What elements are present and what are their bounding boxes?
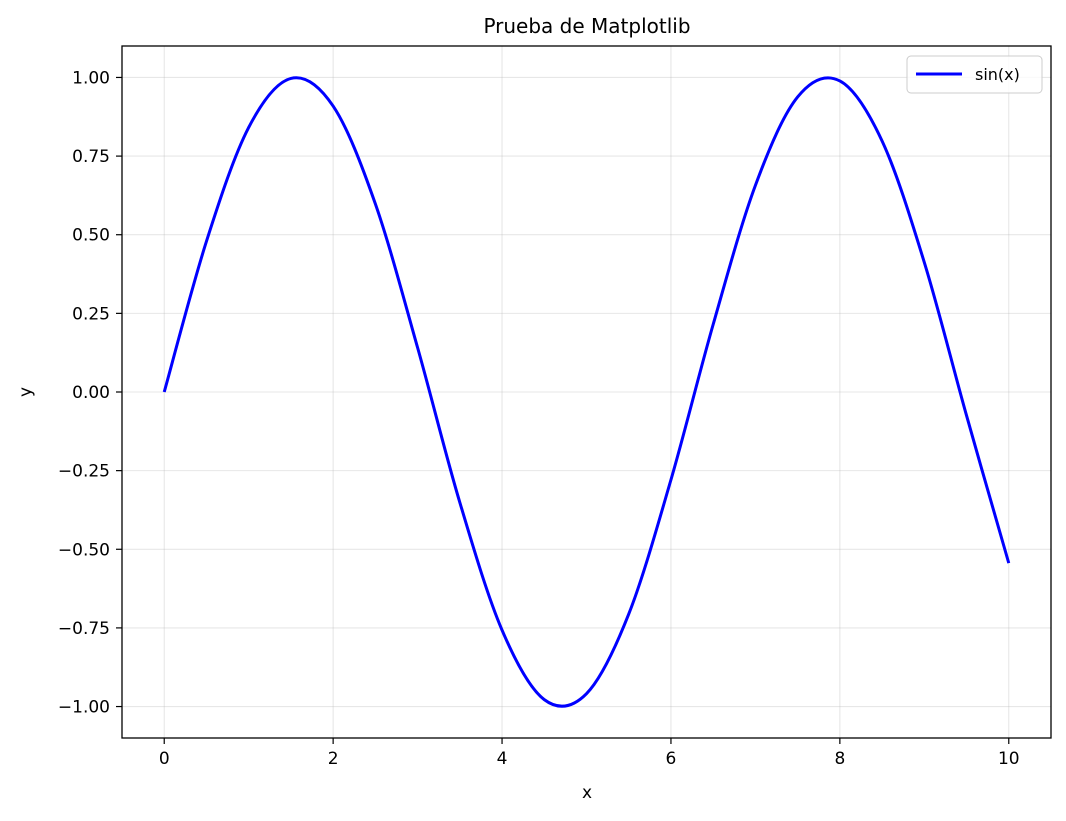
x-tick-label: 6	[666, 749, 677, 769]
y-tick-label: 0.75	[72, 147, 110, 167]
y-axis-label: y	[16, 387, 36, 397]
y-tick-label: −0.25	[58, 462, 110, 482]
y-tick-label: −0.75	[58, 619, 110, 639]
x-tick-label: 4	[497, 749, 508, 769]
grid-lines	[122, 46, 1051, 738]
y-tick-label: −1.00	[58, 698, 110, 718]
series-layer	[162, 76, 1011, 708]
x-tick-label: 10	[998, 749, 1020, 769]
y-axis: 1.00 0.75 0.50 0.25 0.00 −0.25 −0.50 −0.75 −1.00	[58, 68, 122, 718]
y-tick-label: 0.25	[72, 304, 110, 324]
y-tick-label: 0.50	[72, 226, 110, 246]
x-tick-label: 8	[834, 749, 845, 769]
x-axis-label: x	[582, 783, 592, 803]
y-tick-label: 1.00	[72, 68, 110, 88]
x-axis: 0 2 4 6 8 10	[159, 738, 1020, 769]
chart-title: Prueba de Matplotlib	[483, 14, 690, 38]
legend-label-sin: sin(x)	[975, 65, 1020, 84]
legend: sin(x)	[906, 55, 1043, 94]
y-tick-label: 0.00	[72, 383, 110, 403]
y-tick-label: −0.50	[58, 540, 110, 560]
plot-area	[122, 46, 1051, 738]
x-tick-label: 2	[328, 749, 339, 769]
legend-box	[906, 55, 1043, 94]
x-tick-label: 0	[159, 749, 170, 769]
series-line-sin	[162, 76, 1011, 708]
